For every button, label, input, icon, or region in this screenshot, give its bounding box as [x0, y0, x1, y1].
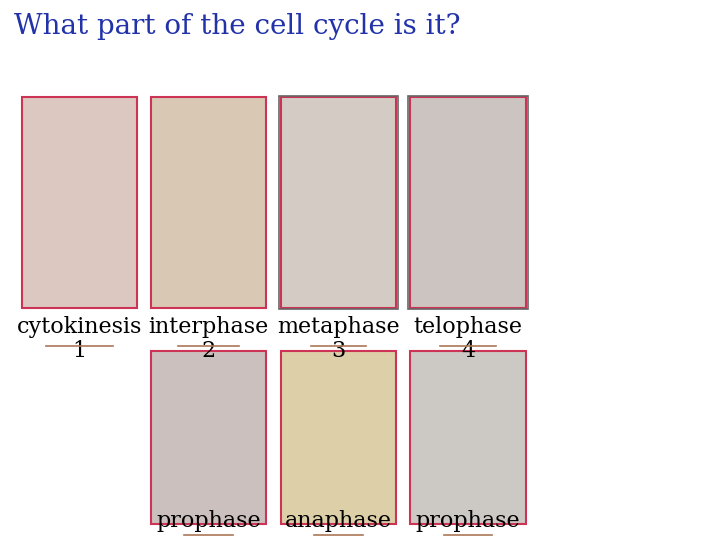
Bar — [408, 96, 528, 309]
Text: prophase: prophase — [156, 510, 261, 532]
Text: telophase: telophase — [413, 316, 523, 338]
Text: 3: 3 — [331, 340, 346, 362]
Text: anaphase: anaphase — [285, 510, 392, 532]
Bar — [281, 97, 396, 308]
Bar — [151, 351, 266, 524]
Text: cytokinesis: cytokinesis — [17, 316, 142, 338]
Text: interphase: interphase — [148, 316, 269, 338]
Text: 2: 2 — [202, 340, 216, 362]
Bar — [281, 351, 396, 524]
Text: What part of the cell cycle is it?: What part of the cell cycle is it? — [14, 14, 461, 40]
Bar — [410, 351, 526, 524]
Text: 4: 4 — [461, 340, 475, 362]
Text: metaphase: metaphase — [277, 316, 400, 338]
Bar — [22, 97, 137, 308]
Bar — [410, 97, 526, 308]
Bar — [279, 96, 398, 309]
Text: prophase: prophase — [415, 510, 521, 532]
Text: 1: 1 — [72, 340, 86, 362]
Bar — [151, 97, 266, 308]
